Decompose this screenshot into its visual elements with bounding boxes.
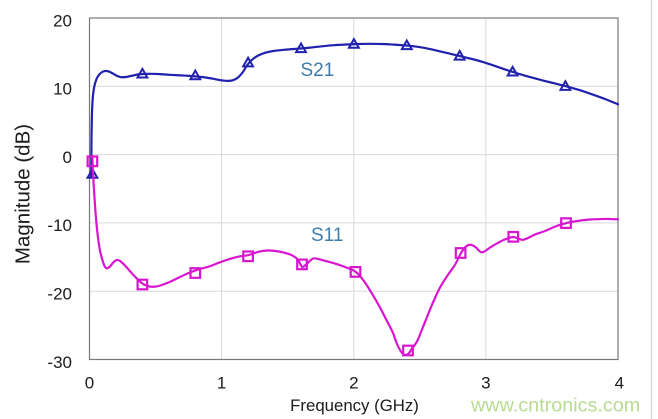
svg-text:www.cntronics.com: www.cntronics.com <box>470 394 640 416</box>
svg-text:0: 0 <box>63 148 72 167</box>
svg-text:2: 2 <box>349 374 358 393</box>
svg-text:1: 1 <box>217 374 226 393</box>
svg-text:S11: S11 <box>311 225 343 246</box>
svg-text:-20: -20 <box>47 285 72 304</box>
svg-text:Magnitude (dB): Magnitude (dB) <box>12 124 35 264</box>
svg-text:-10: -10 <box>47 216 72 235</box>
svg-text:20: 20 <box>53 11 72 30</box>
svg-text:0: 0 <box>85 374 94 393</box>
svg-text:Frequency (GHz): Frequency (GHz) <box>290 396 419 415</box>
svg-text:10: 10 <box>53 80 72 99</box>
svg-text:S21: S21 <box>301 60 335 81</box>
svg-text:-30: -30 <box>47 353 72 372</box>
svg-text:4: 4 <box>615 374 624 393</box>
svg-text:3: 3 <box>481 374 490 393</box>
